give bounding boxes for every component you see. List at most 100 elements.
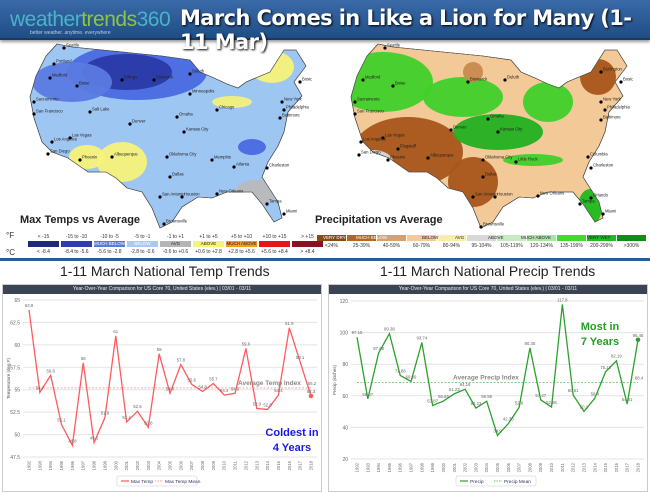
city-label: Duluth [507, 75, 520, 80]
x-tick-label: 1993 [365, 462, 370, 472]
temp-trends-title: 1-11 March National Temp Trends [60, 263, 270, 279]
city-dot [265, 166, 269, 170]
data-label: 54.7 [36, 385, 45, 390]
y-tick-label: 47.5 [10, 455, 20, 461]
data-label: 52.86 [546, 400, 557, 405]
city-label: New Orleans [219, 189, 243, 194]
x-tick-label: 2003 [146, 460, 151, 470]
x-tick-label: 2016 [614, 462, 619, 472]
x-tick-label: 1996 [398, 462, 403, 472]
legend-label: Max Temp [131, 479, 153, 485]
header-banner: weathertrends360 better weather. anytime… [0, 0, 650, 54]
legend-c-range: -8.4 to -5.6 [64, 249, 89, 255]
city-dot [386, 158, 390, 162]
city-dot [493, 195, 497, 199]
city-label: Tampa [582, 199, 595, 204]
legend-box [455, 475, 537, 487]
city-dot [48, 76, 52, 80]
city-dot [479, 225, 483, 229]
city-label: Salt Lake [92, 107, 110, 112]
city-dot [32, 112, 36, 116]
city-dot [481, 175, 485, 179]
x-tick-label: 2018 [309, 460, 314, 470]
x-tick-label: 2004 [157, 460, 162, 470]
data-label: 59.6 [242, 341, 251, 346]
logo-text: 360 [136, 8, 171, 31]
city-dot [188, 92, 192, 96]
city-dot [357, 153, 361, 157]
data-label: 52.6 [133, 404, 142, 409]
legend-f-range: +1 to +5 [199, 234, 218, 240]
city-label: Boise [79, 81, 90, 86]
city-dot [496, 130, 500, 134]
city-label: San Francisco [36, 109, 63, 114]
us-border [350, 43, 628, 229]
callout-annotation: Coldest in 4 Years [265, 427, 318, 454]
city-dot [599, 70, 603, 74]
city-dot [182, 130, 186, 134]
y-tick-label: 100 [340, 331, 349, 337]
mean-annotation: Average Precip Index [453, 375, 519, 382]
callout-line: Coldest in [265, 427, 318, 439]
anomaly-region [182, 202, 242, 222]
city-label: San Francisco [357, 109, 384, 114]
legend-c-range: -2.8 to -0.6 [130, 249, 155, 255]
data-label: 50.1 [580, 404, 589, 409]
city-label: Kansas City [500, 127, 523, 132]
data-label: 42.38 [503, 417, 514, 422]
data-label: 56.6 [47, 368, 56, 373]
anomaly-region [423, 77, 503, 117]
x-tick-label: 2006 [178, 460, 183, 470]
legend-swatch [347, 235, 376, 241]
legend-c-range: > +8.4 [300, 249, 315, 255]
temp-legend: °F °C < -15 < -8.4 -15 to -10 -8.4 to -5.6 -10… [0, 228, 325, 258]
legend-box [116, 475, 198, 487]
city-label: Denver [132, 119, 146, 124]
city-label: Houston [497, 192, 513, 197]
legend-pct-range: 120-134% [530, 243, 553, 249]
data-label: 56.56 [481, 394, 492, 399]
precip-legend: <24% 25-39% 40-59% 60-79% 80-94% 95-104% 105-1… [315, 235, 650, 257]
data-label: 117.8 [557, 297, 568, 302]
us-border [29, 43, 307, 229]
city-label: Bismarck [470, 77, 488, 82]
legend-swatch [587, 235, 616, 241]
city-dot [353, 100, 357, 104]
x-tick-label: 1994 [48, 460, 53, 470]
precip-chart-panel: Year-Over-Year Comparison for US Core 70… [328, 284, 648, 492]
anomaly-region [503, 154, 563, 166]
city-label: Los Angeles [363, 137, 386, 142]
city-label: Atlanta [236, 162, 250, 167]
legend-pct-range: 95-104% [471, 243, 492, 249]
anomaly-region [523, 82, 573, 122]
city-label: Brownsville [166, 219, 188, 224]
chart-legend: Precip Precip Mean [455, 475, 537, 487]
legend-category: ABOVE [488, 235, 504, 240]
city-dot [120, 78, 124, 82]
x-tick-label: 2001 [124, 460, 129, 470]
data-label: 58.07 [362, 392, 373, 397]
legend-f-range: -15 to -10 [65, 234, 88, 240]
legend-swatch [377, 235, 406, 241]
x-tick-label: 2010 [222, 460, 227, 470]
legend-swatch [259, 241, 290, 247]
city-label: Omaha [490, 114, 504, 119]
legend-f-range: -10 to -5 [100, 234, 119, 240]
legend-pct-range: 80-94% [442, 243, 461, 249]
legend-label: Precip Mean [504, 479, 531, 485]
city-label: Flagstaff [400, 144, 417, 149]
city-label: San Antonio [162, 192, 185, 197]
precip-trend-chart: 20 40 60 80 100 120 Precip (inches) 1992 1993 199… [332, 297, 644, 487]
x-tick-label: 2004 [484, 462, 489, 472]
x-tick-label: 2018 [636, 462, 641, 472]
legend-swatch [527, 235, 556, 241]
page-title: March Comes in Like a Lion for Many (1-1… [180, 6, 632, 54]
y-axis-label: Temperature (deg F) [6, 357, 11, 399]
x-tick-label: 2014 [265, 460, 270, 470]
city-dot [619, 80, 623, 84]
legend-swatch [617, 235, 646, 241]
city-dot [603, 108, 607, 112]
anomaly-region [351, 52, 433, 112]
city-label: Columbia [590, 152, 608, 157]
data-label: 82.19 [611, 354, 622, 359]
